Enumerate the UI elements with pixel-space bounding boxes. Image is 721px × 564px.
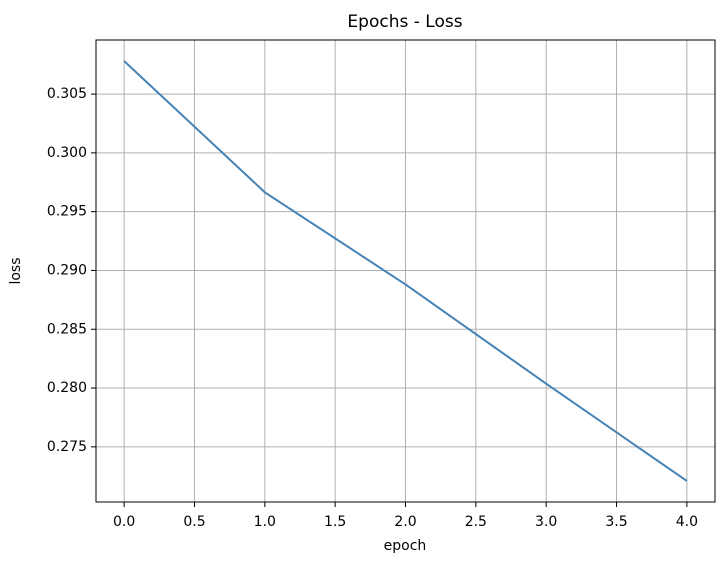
x-tick-label: 3.5	[605, 514, 627, 530]
x-tick-label: 4.0	[676, 514, 698, 530]
y-tick-label: 0.285	[47, 321, 87, 337]
x-tick-label: 0.0	[113, 514, 135, 530]
y-axis-label: loss	[8, 257, 24, 284]
y-tick-label: 0.280	[47, 380, 87, 396]
x-tick-label: 1.5	[324, 514, 346, 530]
x-tick-label: 1.0	[254, 514, 276, 530]
y-tick-label: 0.295	[47, 204, 87, 220]
y-tick-label: 0.290	[47, 262, 87, 278]
x-tick-label: 2.5	[465, 514, 487, 530]
line-series	[123, 60, 688, 482]
plot-frame	[95, 39, 716, 503]
x-tick-label: 3.0	[535, 514, 557, 530]
chart-title: Epochs - Loss	[347, 12, 462, 32]
y-tick-label: 0.275	[47, 439, 87, 455]
y-tick-label: 0.305	[47, 86, 87, 102]
x-axis-label: epoch	[384, 538, 427, 554]
x-tick-label: 0.5	[183, 514, 205, 530]
x-tick-label: 2.0	[394, 514, 416, 530]
y-tick-label: 0.300	[47, 145, 87, 161]
